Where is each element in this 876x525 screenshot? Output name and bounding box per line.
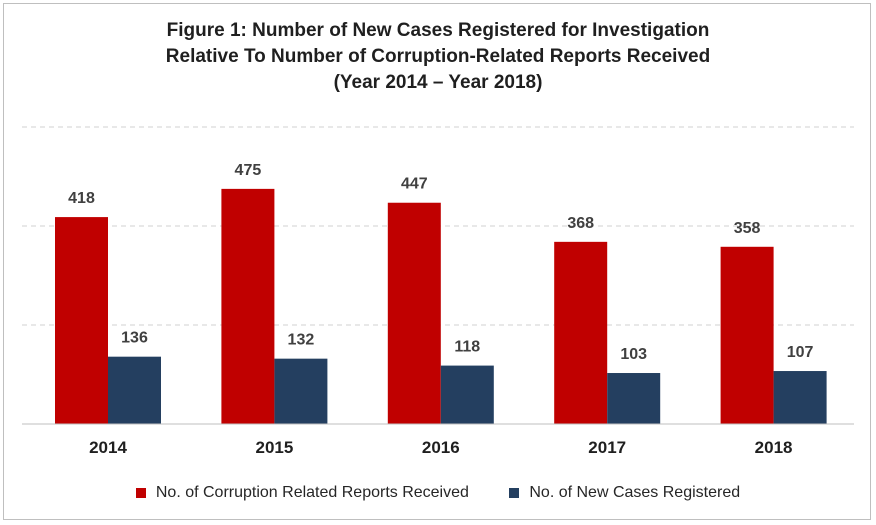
legend: No. of Corruption Related Reports Receiv… bbox=[0, 484, 876, 503]
category-label: 2015 bbox=[255, 438, 293, 457]
value-labels: 418 136 475 132 447 118 368 103 358 107 bbox=[68, 162, 813, 363]
value-label-cases: 132 bbox=[288, 332, 315, 349]
value-label-cases: 118 bbox=[454, 339, 480, 356]
bar-reports bbox=[55, 217, 108, 424]
chart-title-line-1: Figure 1: Number of New Cases Registered… bbox=[166, 20, 710, 41]
category-label: 2014 bbox=[89, 438, 127, 457]
value-label-reports: 368 bbox=[567, 215, 594, 232]
category-label: 2016 bbox=[422, 438, 460, 457]
bar-cases bbox=[274, 358, 328, 424]
value-label-cases: 136 bbox=[121, 330, 148, 347]
value-label-reports: 475 bbox=[235, 162, 262, 179]
bar-reports bbox=[387, 202, 441, 424]
value-label-cases: 103 bbox=[620, 346, 647, 363]
chart-title-line-2: Relative To Number of Corruption-Related… bbox=[165, 46, 711, 67]
bar-cases bbox=[108, 356, 161, 424]
category-label: 2018 bbox=[755, 438, 793, 457]
legend-item-reports: No. of Corruption Related Reports Receiv… bbox=[135, 484, 469, 502]
legend-label-cases: No. of New Cases Registered bbox=[529, 484, 741, 501]
chart-title-line-3: (Year 2014 – Year 2018) bbox=[333, 72, 543, 93]
legend-swatch-reports bbox=[135, 488, 146, 498]
legend-item-cases: No. of New Cases Registered bbox=[509, 484, 740, 502]
bar-cases bbox=[440, 365, 494, 424]
value-label-reports: 418 bbox=[68, 190, 95, 207]
category-label: 2017 bbox=[588, 438, 626, 457]
bar-cases bbox=[607, 373, 661, 424]
chart-title: Figure 1: Number of New Cases Registered… bbox=[0, 18, 876, 96]
bar-reports bbox=[554, 241, 608, 424]
bar-reports bbox=[720, 246, 774, 424]
value-label-reports: 447 bbox=[401, 176, 428, 193]
value-label-reports: 358 bbox=[734, 220, 761, 237]
bar-cases bbox=[773, 371, 827, 424]
category-labels: 2014 2015 2016 2017 2018 bbox=[89, 438, 792, 457]
legend-label-reports: No. of Corruption Related Reports Receiv… bbox=[155, 484, 469, 501]
legend-swatch-cases bbox=[509, 488, 520, 498]
bar-reports bbox=[221, 188, 275, 424]
value-label-cases: 107 bbox=[787, 344, 814, 361]
bars bbox=[55, 188, 827, 424]
